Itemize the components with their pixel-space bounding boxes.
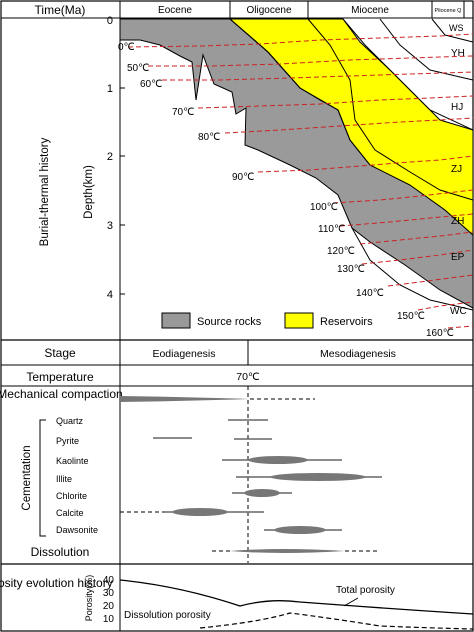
depth-tick-1: 1	[107, 83, 113, 95]
epoch-oligocene: Oligocene	[246, 5, 291, 16]
epoch-eocene: Eocene	[158, 5, 192, 16]
isotherm-label-120: 120℃	[327, 246, 355, 257]
porosity-tick-40: 40	[103, 575, 115, 586]
cement-pyrite: Pyrite	[56, 436, 79, 446]
formation-zh: ZH	[451, 216, 464, 227]
isotherm-label-150: 150℃	[397, 311, 425, 322]
formation-wc: WC	[450, 306, 467, 317]
isotherm-lines	[127, 33, 474, 329]
depth-tick-2: 2	[107, 151, 113, 163]
depth-tick-0: 0	[107, 15, 113, 27]
cement-illite: Illite	[56, 474, 72, 484]
bar-kaolinite-peak	[248, 456, 308, 464]
isotherm-label-110: 110℃	[318, 224, 345, 235]
stage-mesodiagenesis: Mesodiagenesis	[320, 348, 396, 360]
process-bars	[120, 396, 382, 553]
legend-reservoir-label: Reservoirs	[320, 316, 373, 328]
depth-tick-marks	[120, 19, 125, 295]
stage-eodiagenesis: Eodiagenesis	[152, 348, 215, 360]
total-porosity-curve	[119, 579, 474, 615]
total-porosity-label: Total porosity	[336, 585, 395, 596]
temperature-value: 70℃	[236, 371, 260, 383]
porosity-tick-20: 20	[103, 601, 115, 612]
isotherm-label-130: 130℃	[337, 264, 365, 275]
depth-tick-4: 4	[107, 289, 113, 301]
cement-chlorite: Chlorite	[56, 491, 87, 501]
bar-chlorite-peak	[244, 489, 280, 497]
cementation-label: Cementation	[21, 445, 33, 510]
temperature-label: Temperature	[26, 370, 94, 384]
legend-reservoir-swatch	[284, 312, 314, 329]
bar-calcite-peak	[172, 508, 228, 516]
isotherm-label-100: 100℃	[310, 202, 338, 213]
isotherm-label-70: 70℃	[172, 107, 194, 118]
formation-ep: EP	[451, 252, 465, 263]
formation-zj: ZJ	[451, 164, 462, 175]
isotherm-label-90: 90℃	[232, 172, 254, 183]
epoch-miocene: Miocene	[351, 5, 389, 16]
cement-dawsonite: Dawsonite	[56, 525, 98, 535]
formation-yh: YH	[451, 48, 465, 59]
legend-source-label: Source rocks	[197, 316, 262, 328]
bar-mechanical-compaction	[120, 396, 250, 402]
total-porosity-arrow	[343, 597, 359, 607]
time-label: Time(Ma)	[35, 3, 86, 17]
isotherm-label-140: 140℃	[356, 288, 384, 299]
dissolution-label: Dissolution	[31, 545, 90, 559]
mechanical-compaction-label-line1: Mechanical compaction	[0, 387, 123, 401]
porosity-tick-30: 30	[103, 588, 115, 599]
dissolution-porosity-label: Dissolution porosity	[124, 610, 211, 621]
cementation-bracket	[39, 419, 46, 537]
bar-dissolution	[230, 549, 345, 553]
porosity-tick-10: 10	[103, 614, 115, 625]
bar-illite-peak	[270, 473, 366, 481]
isotherm-label-160: 160℃	[426, 328, 454, 339]
cement-quartz: Quartz	[56, 416, 84, 426]
porosity-title: Porosity evolution history	[0, 576, 113, 590]
depth-axis-label: Depth(km)	[83, 165, 95, 219]
epoch-pliocene-q: Pliocene Q	[435, 8, 463, 14]
burial-thermal-label: Burial-thermal history	[39, 137, 51, 246]
porosity-axis-label: Porosity(%)	[84, 575, 94, 622]
bar-dawsonite-peak	[274, 526, 326, 534]
isotherm-label-80: 80℃	[198, 132, 220, 143]
depth-tick-3: 3	[107, 220, 113, 232]
isotherm-label-50: 50℃	[127, 63, 149, 74]
isotherm-label-0: 0℃	[118, 42, 135, 53]
cement-calcite: Calcite	[56, 508, 84, 518]
stage-label: Stage	[44, 346, 76, 360]
dissolution-porosity-curve	[199, 612, 474, 630]
isotherm-label-60: 60℃	[140, 79, 162, 90]
formation-hj: HJ	[451, 102, 463, 113]
formation-ws: WS	[449, 23, 464, 33]
legend-source-swatch	[161, 312, 191, 329]
cement-kaolinte: Kaolinte	[56, 456, 89, 466]
